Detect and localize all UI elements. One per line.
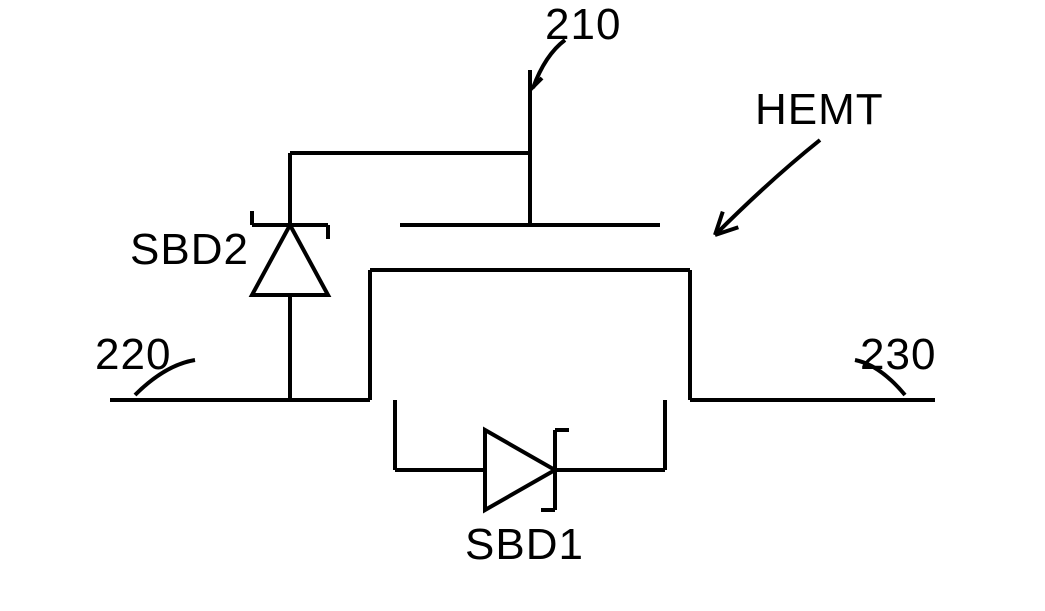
label-ref-220: 220 bbox=[95, 330, 171, 380]
label-sbd1: SBD1 bbox=[465, 520, 584, 570]
label-sbd2: SBD2 bbox=[130, 225, 249, 275]
circuit-diagram: 210 HEMT SBD2 220 230 SBD1 bbox=[0, 0, 1045, 611]
label-hemt: HEMT bbox=[755, 85, 884, 135]
label-ref-210: 210 bbox=[545, 0, 621, 50]
label-ref-230: 230 bbox=[860, 330, 936, 380]
